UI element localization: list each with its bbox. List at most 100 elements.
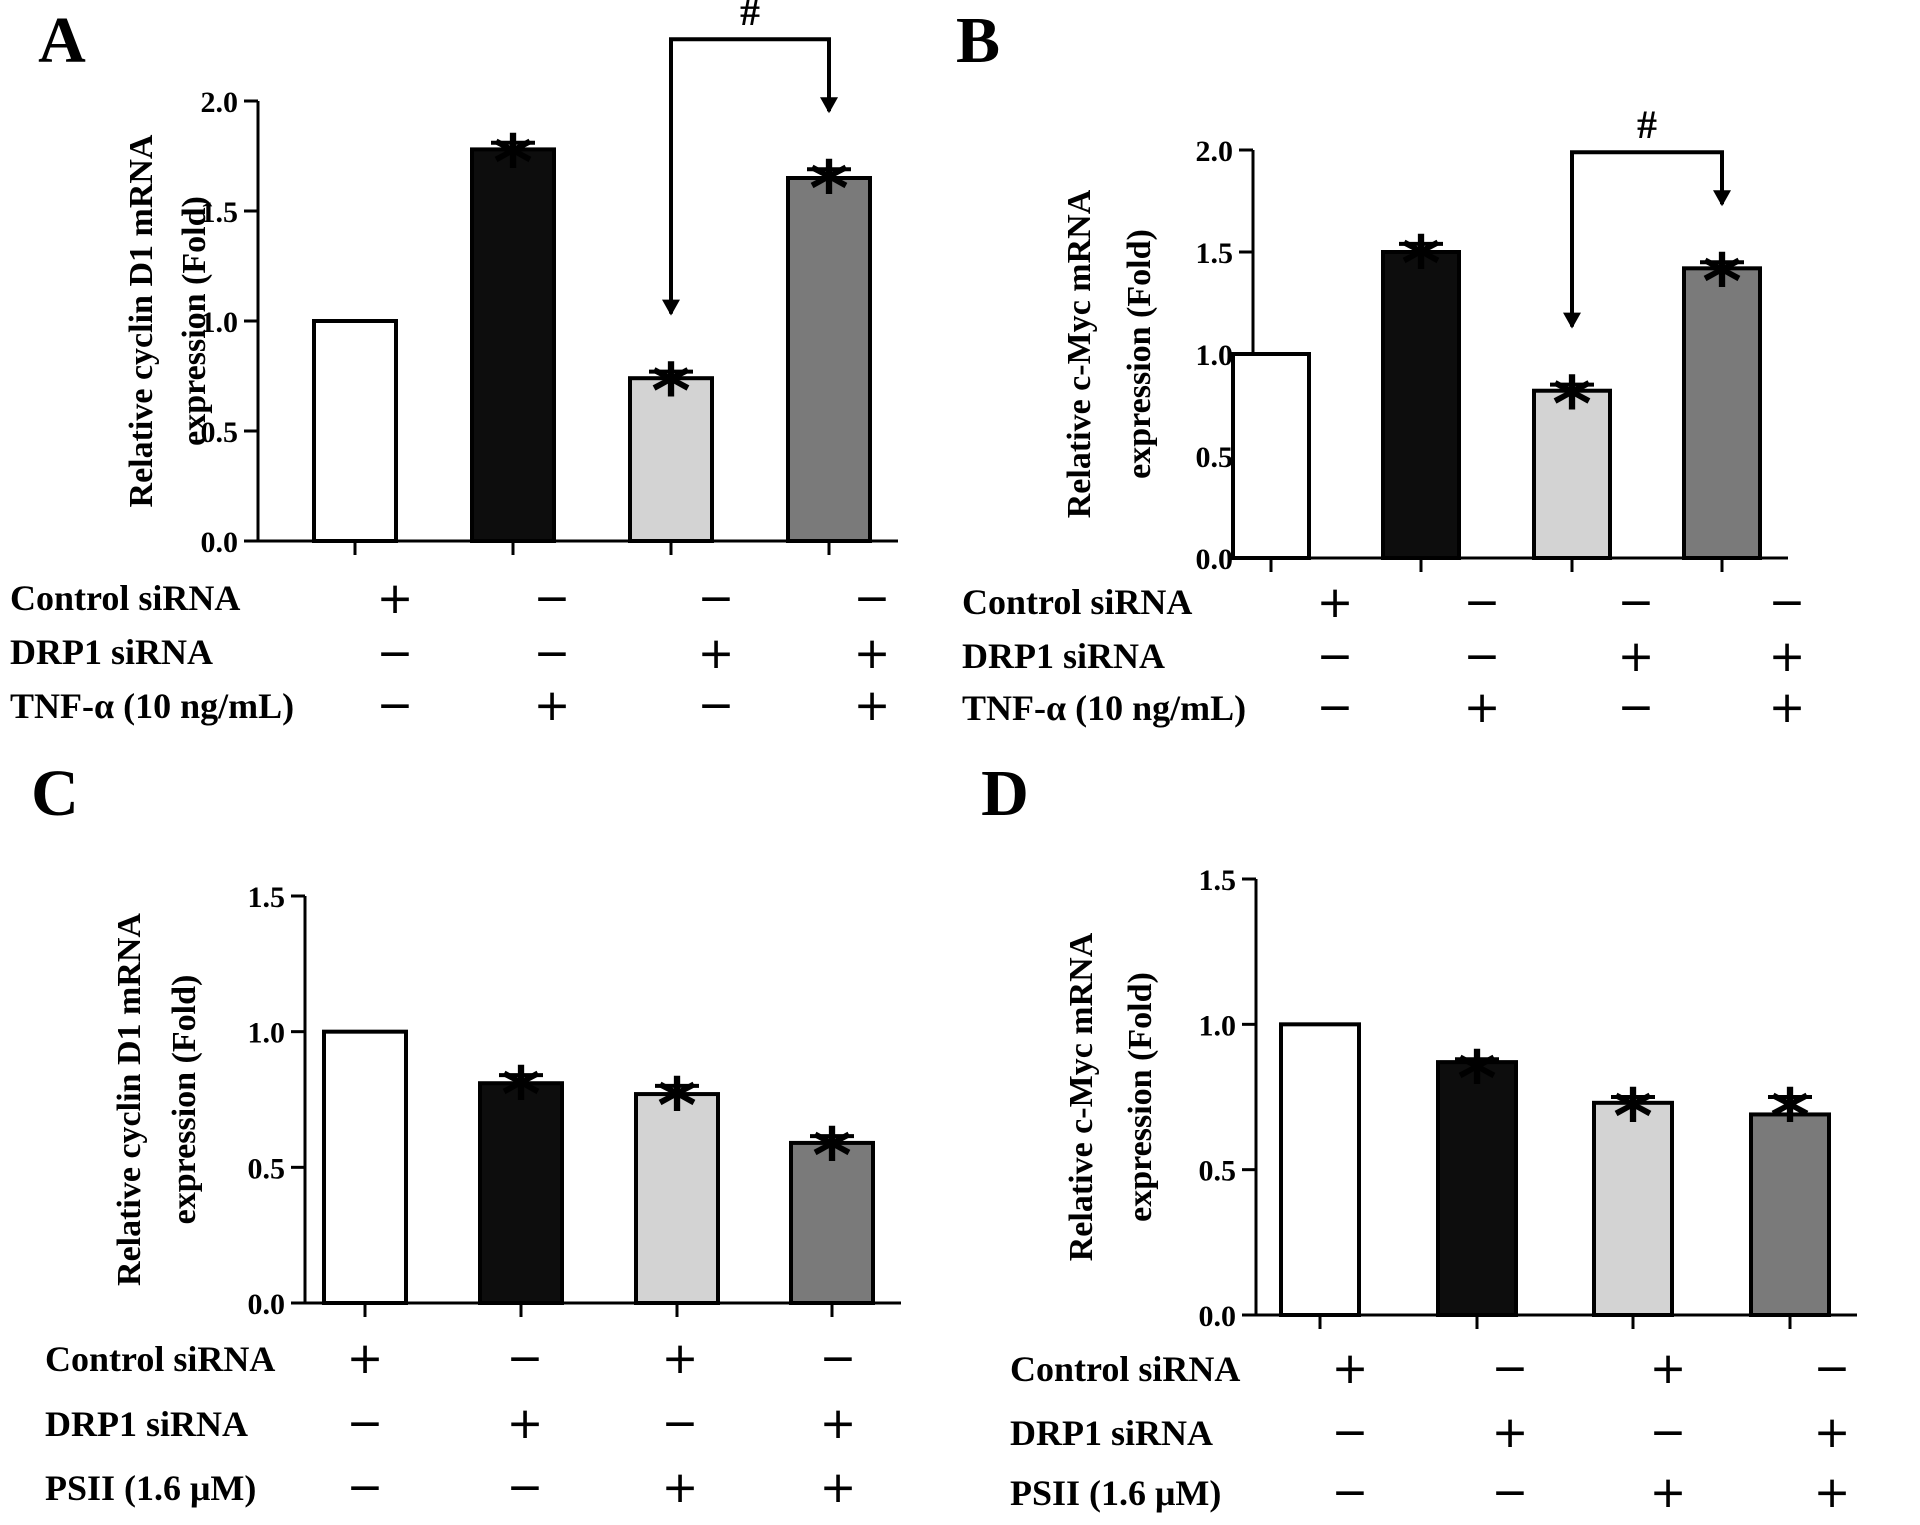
y-tick-label: 1.0 <box>201 306 239 339</box>
y-tick-label: 2.0 <box>201 86 239 119</box>
y-axis-label-line2: expression (Fold) <box>166 975 203 1225</box>
condition-sign: + <box>698 628 735 679</box>
panel-a: A 0.0 0.5 1.0 1.5 2.0 Relative cyclin D1 mRNA e… <box>10 0 898 731</box>
significance-star: * <box>1702 237 1742 326</box>
condition-sign: − <box>534 573 571 624</box>
panel-letter: A <box>38 4 86 77</box>
condition-label: DRP1 siRNA <box>1010 1413 1213 1453</box>
condition-sign: − <box>347 1462 384 1513</box>
condition-label: TNF-α (10 ng/mL) <box>962 688 1246 728</box>
y-tick-label: 0.5 <box>248 1152 286 1185</box>
y-tick-label: 1.5 <box>1199 864 1237 897</box>
condition-sign: − <box>1618 682 1655 733</box>
condition-label: Control siRNA <box>1010 1349 1240 1389</box>
condition-sign: + <box>1814 1407 1851 1458</box>
condition-sign: − <box>1814 1343 1851 1394</box>
condition-sign: + <box>347 1333 384 1384</box>
y-tick-label: 0.0 <box>1196 543 1234 576</box>
y-tick-label: 0.5 <box>1199 1155 1237 1188</box>
condition-sign: − <box>1317 631 1354 682</box>
bar <box>1682 266 1762 560</box>
condition-sign: + <box>534 680 571 731</box>
condition-sign: − <box>1332 1467 1369 1518</box>
y-axis-label-line2: expression (Fold) <box>176 196 213 446</box>
panel-letter: B <box>956 4 1000 77</box>
comparison-bracket <box>669 37 831 314</box>
condition-label: PSII (1.6 μM) <box>45 1468 256 1508</box>
y-axis-label-line1: Relative c-Myc mRNA <box>1063 932 1100 1261</box>
condition-label: DRP1 siRNA <box>45 1404 248 1444</box>
significance-star: * <box>501 1050 541 1139</box>
condition-sign: + <box>854 628 891 679</box>
condition-sign: + <box>854 680 891 731</box>
condition-sign: + <box>1650 1467 1687 1518</box>
condition-label: DRP1 siRNA <box>10 632 213 672</box>
bar <box>312 319 398 543</box>
significance-star: * <box>651 347 691 436</box>
bracket-arrow <box>662 299 680 316</box>
condition-sign: + <box>820 1462 857 1513</box>
y-tick-label: 0.5 <box>1196 441 1234 474</box>
significance-star: * <box>1401 219 1441 308</box>
condition-sign: − <box>662 1398 699 1449</box>
condition-sign: + <box>377 573 414 624</box>
condition-sign: − <box>347 1398 384 1449</box>
y-tick-label: 1.5 <box>248 881 286 914</box>
y-tick-label: 0.0 <box>1199 1300 1237 1333</box>
condition-sign: − <box>507 1462 544 1513</box>
condition-label: PSII (1.6 μM) <box>1010 1473 1221 1513</box>
y-tick-label: 0.0 <box>248 1288 286 1321</box>
condition-label: Control siRNA <box>45 1339 275 1379</box>
condition-sign: − <box>1618 577 1655 628</box>
significance-star: * <box>1613 1072 1653 1161</box>
significance-star: * <box>493 118 533 207</box>
y-tick-label: 1.0 <box>1196 339 1234 372</box>
condition-sign: − <box>1492 1343 1529 1394</box>
significance-star: * <box>812 1111 852 1200</box>
condition-sign: + <box>1650 1343 1687 1394</box>
y-tick-label: 2.0 <box>1196 135 1234 168</box>
comparison-label: # <box>1637 102 1657 147</box>
condition-sign: − <box>534 628 571 679</box>
panel-letter: C <box>31 757 79 830</box>
condition-sign: − <box>854 573 891 624</box>
bracket-arrow <box>820 97 838 114</box>
comparison-bracket <box>1570 150 1724 327</box>
bar <box>478 1081 564 1305</box>
condition-sign: + <box>1769 631 1806 682</box>
bar <box>1436 1060 1518 1317</box>
y-axis-label-line2: expression (Fold) <box>1122 972 1159 1222</box>
condition-sign: + <box>820 1398 857 1449</box>
y-axis-label-line1: Relative c-Myc mRNA <box>1061 189 1098 518</box>
y-tick-label: 1.5 <box>1196 237 1234 270</box>
condition-sign: + <box>1317 577 1354 628</box>
y-axis-label-line1: Relative cyclin D1 mRNA <box>111 913 148 1286</box>
panel-b: B 0.0 0.5 1.0 1.5 2.0 Relative c-Myc mRNA expre… <box>956 4 1805 733</box>
y-tick-label: 1.0 <box>248 1017 286 1050</box>
condition-sign: − <box>1332 1407 1369 1458</box>
y-axis-label-line2: expression (Fold) <box>1121 229 1158 479</box>
y-tick-label: 0.5 <box>201 416 239 449</box>
condition-sign: − <box>377 628 414 679</box>
bracket-arrow <box>1563 312 1581 329</box>
condition-sign: − <box>1650 1407 1687 1458</box>
y-tick-label: 1.5 <box>201 196 239 229</box>
condition-sign: − <box>698 680 735 731</box>
bar <box>1592 1100 1674 1318</box>
condition-sign: − <box>507 1333 544 1384</box>
condition-sign: − <box>1492 1467 1529 1518</box>
condition-sign: + <box>1618 631 1655 682</box>
condition-label: DRP1 siRNA <box>962 636 1165 676</box>
condition-sign: + <box>1814 1467 1851 1518</box>
significance-star: * <box>1770 1072 1810 1161</box>
comparison-label: # <box>740 0 760 34</box>
bar <box>786 176 872 543</box>
condition-sign: − <box>1464 577 1501 628</box>
condition-sign: + <box>1769 682 1806 733</box>
condition-sign: + <box>1464 682 1501 733</box>
condition-sign: − <box>820 1333 857 1384</box>
condition-sign: + <box>507 1398 544 1449</box>
bar <box>1381 250 1461 560</box>
bar <box>1532 388 1612 560</box>
